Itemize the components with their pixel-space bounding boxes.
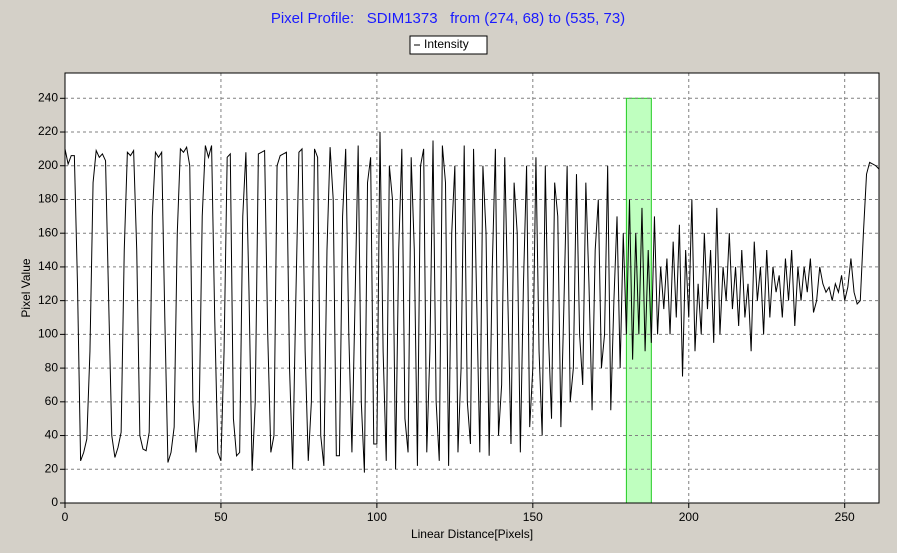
y-tick-label: 60 — [45, 394, 59, 408]
y-tick-label: 200 — [38, 158, 58, 172]
y-tick-label: 120 — [38, 293, 58, 307]
y-tick-label: 40 — [45, 428, 59, 442]
y-tick-label: 20 — [45, 461, 59, 475]
y-tick-label: 100 — [38, 327, 58, 341]
data-line — [64, 132, 880, 473]
y-tick-label: 180 — [38, 192, 58, 206]
y-tick-label: 240 — [38, 90, 58, 104]
y-tick-label: 80 — [45, 360, 59, 374]
x-axis-label: Linear Distance[Pixels] — [411, 527, 533, 541]
plot-frame — [64, 72, 880, 504]
x-tick-label: 150 — [523, 510, 543, 524]
x-tick-label: 0 — [62, 510, 69, 524]
y-tick-label: 140 — [38, 259, 58, 273]
y-tick-label: 160 — [38, 225, 58, 239]
chart-title: Pixel Profile: SDIM1373 from (274, 68) t… — [271, 10, 625, 27]
legend-label: Intensity — [424, 37, 469, 51]
legend-box — [409, 35, 488, 55]
y-tick-label: 220 — [38, 124, 58, 138]
x-tick-label: 250 — [835, 510, 855, 524]
y-tick-label: 0 — [51, 495, 58, 509]
x-tick-label: 50 — [214, 510, 228, 524]
x-tick-label: 100 — [367, 510, 387, 524]
y-axis-label: Pixel Value — [19, 258, 33, 317]
x-tick-label: 200 — [679, 510, 699, 524]
